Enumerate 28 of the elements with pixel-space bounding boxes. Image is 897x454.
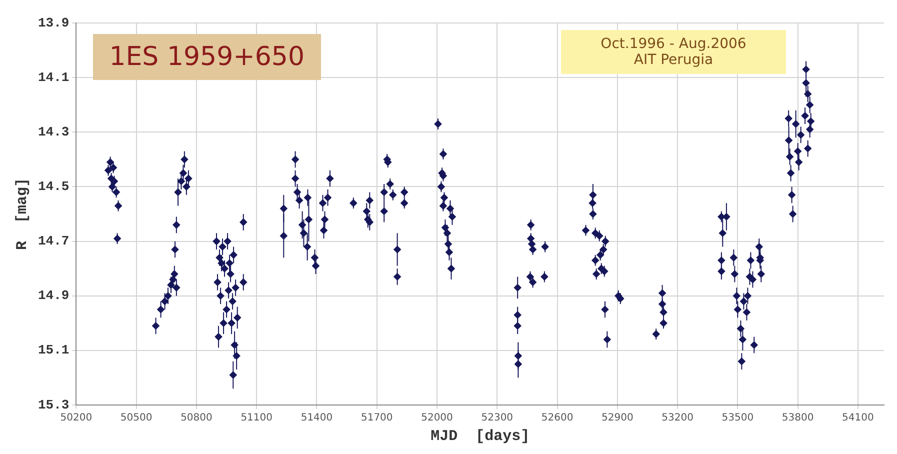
- y-tick-label: 14.3: [38, 124, 70, 140]
- x-axis-title: MJD [days]: [430, 428, 530, 445]
- y-axis-title: R [mag]: [14, 178, 31, 250]
- y-tick-label: 13.9: [38, 15, 70, 30]
- x-tick-label: 53500: [722, 412, 754, 424]
- y-tick-label: 15.3: [38, 397, 70, 412]
- annotation: AIT Perugia: [632, 52, 714, 68]
- x-tick-label: 50800: [180, 412, 212, 424]
- y-tick-label: 15.1: [38, 342, 70, 358]
- x-tick-label: 53200: [662, 412, 694, 424]
- x-tick-label: 53800: [782, 412, 814, 424]
- y-tick-label: 14.7: [38, 234, 70, 249]
- x-tick-label: 51700: [360, 412, 393, 424]
- x-tick-label: 54100: [842, 412, 874, 424]
- annotation: Oct.1996 - Aug.2006: [600, 36, 748, 52]
- x-tick-label: 52300: [481, 412, 514, 424]
- y-tick-label: 14.5: [38, 178, 70, 194]
- x-tick-label: 50500: [120, 412, 152, 424]
- x-tick-label: 51400: [300, 412, 333, 424]
- title-box: 1ES 1959+650: [93, 34, 321, 80]
- x-tick-label: 51100: [240, 412, 273, 424]
- y-tick-label: 14.9: [38, 288, 70, 304]
- x-tick-label: 52600: [541, 412, 574, 424]
- x-tick-label: 52000: [421, 412, 453, 424]
- y-tick-label: 14.1: [38, 70, 70, 85]
- x-tick-label: 50200: [60, 412, 92, 424]
- x-tick-label: 52900: [602, 412, 634, 424]
- note-box: Oct.1996 - Aug.2006 AIT Perugia: [561, 30, 786, 74]
